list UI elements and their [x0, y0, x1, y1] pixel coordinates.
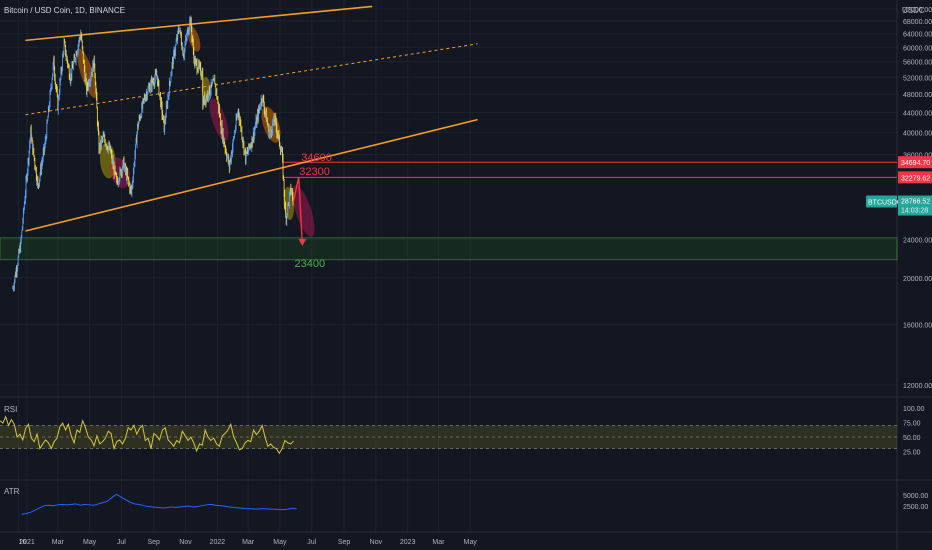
- atr-line: [21, 493, 297, 515]
- rsi-line: [0, 415, 294, 455]
- rsi-tick-label: 100.00: [903, 406, 925, 413]
- price-level-label: 32279.62: [901, 175, 930, 182]
- price-tick-label: 40000.00: [903, 130, 932, 137]
- highlight-ellipse: [187, 25, 201, 52]
- price-tick-label: 36000.00: [903, 152, 932, 159]
- rsi-band: [0, 425, 897, 449]
- price-level-badge: [898, 171, 932, 184]
- highlight-ellipse: [292, 185, 315, 237]
- price-tick-label: 68000.00: [903, 19, 932, 26]
- time-tick-label: Jul: [307, 539, 316, 546]
- price-tick-label: 64000.00: [903, 32, 932, 39]
- time-tick-label: Mar: [432, 539, 445, 546]
- price-tick-label: 72000.00: [903, 7, 932, 14]
- projection-path: [292, 177, 304, 245]
- time-tick-label: 16: [19, 539, 27, 546]
- channel-line: [25, 118, 478, 232]
- price-gridlines: [0, 0, 897, 532]
- price-tick-label: 56000.00: [903, 60, 932, 67]
- time-tick-label: 2023: [400, 539, 416, 546]
- time-tick-label: Nov: [179, 539, 192, 546]
- symbol-title: Bitcoin / USD Coin, 1D, BINANCE: [4, 6, 125, 15]
- price-tick-label: 48000.00: [903, 92, 932, 99]
- price-level-label: 34694.70: [901, 160, 930, 167]
- time-tick-label: May: [464, 539, 478, 546]
- price-tick-label: 52000.00: [903, 75, 932, 82]
- price-level-badge: [898, 156, 932, 169]
- time-tick-label: May: [273, 539, 287, 546]
- annotation-label: 32300: [299, 166, 330, 178]
- rsi-tick-label: 25.00: [903, 450, 921, 457]
- price-tick-label: 60000.00: [903, 45, 932, 52]
- atr-tick-label: 5000.00: [903, 493, 928, 500]
- time-tick-label: Jul: [117, 539, 126, 546]
- price-tick-label: 20000.00: [903, 276, 932, 283]
- time-tick-label: Mar: [52, 539, 65, 546]
- countdown-label: 14:03:28: [901, 208, 928, 215]
- time-tick-label: 2022: [210, 539, 226, 546]
- annotation-label: 34600: [301, 152, 332, 164]
- highlight-ellipse: [209, 98, 229, 141]
- price-tick-label: 12000.00: [903, 383, 932, 390]
- last-price-label: 28766.52: [901, 199, 930, 206]
- symbol-badge: [866, 195, 897, 208]
- rsi-pane-label: RSI: [4, 405, 18, 414]
- symbol-badge-label: BTCUSDC: [868, 200, 902, 207]
- price-axis-currency: USDC: [902, 6, 925, 15]
- time-tick-label: Nov: [370, 539, 383, 546]
- atr-pane-label: ATR: [4, 487, 20, 496]
- time-tick-label: May: [83, 539, 97, 546]
- channel-midline: [25, 43, 478, 116]
- support-zone: [0, 237, 898, 261]
- time-tick-label: Mar: [242, 539, 255, 546]
- channel-line: [25, 5, 373, 42]
- last-price-badge: [898, 195, 932, 216]
- highlight-ellipse: [77, 48, 97, 98]
- rsi-tick-label: 75.00: [903, 421, 921, 428]
- time-tick-label: Sep: [338, 539, 351, 546]
- price-tick-label: 16000.00: [903, 323, 932, 330]
- price-tick-label: 44000.00: [903, 110, 932, 117]
- time-tick-label: Sep: [147, 539, 160, 546]
- annotation-label: 23400: [295, 258, 326, 270]
- time-tick-label: 2021: [19, 539, 35, 546]
- projection-arrowhead: [298, 238, 307, 246]
- rsi-tick-label: 50.00: [903, 435, 921, 442]
- price-candles: [12, 15, 294, 292]
- atr-tick-label: 2500.00: [903, 504, 928, 511]
- price-tick-label: 24000.00: [903, 238, 932, 245]
